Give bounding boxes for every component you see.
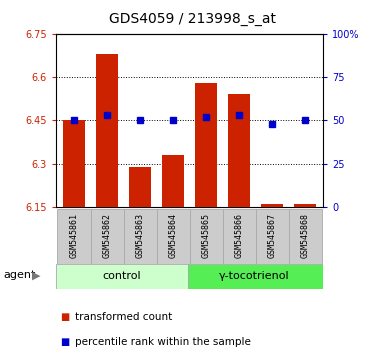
Text: GSM545866: GSM545866 [235,213,244,258]
Text: ■: ■ [60,312,69,322]
Bar [56,264,188,289]
Bar [63,120,85,207]
Text: GSM545865: GSM545865 [202,213,211,258]
Bar [190,209,223,264]
Text: GSM545867: GSM545867 [268,213,277,258]
Bar [90,209,124,264]
Bar [162,155,184,207]
Bar [295,204,316,207]
Text: transformed count: transformed count [75,312,172,322]
Text: ■: ■ [60,337,69,347]
Text: agent: agent [4,270,36,280]
Bar [96,54,118,207]
Text: GSM545861: GSM545861 [70,213,79,258]
Bar [289,209,322,264]
Bar [256,209,289,264]
Text: γ-tocotrienol: γ-tocotrienol [219,271,290,281]
Bar [228,94,250,207]
Text: GSM545864: GSM545864 [169,213,177,258]
Text: GDS4059 / 213998_s_at: GDS4059 / 213998_s_at [109,12,276,27]
Text: GSM545863: GSM545863 [136,213,144,258]
Text: ▶: ▶ [32,270,40,280]
Text: control: control [102,271,141,281]
Bar [223,209,256,264]
Bar [261,204,283,207]
Text: percentile rank within the sample: percentile rank within the sample [75,337,251,347]
Text: GSM545862: GSM545862 [102,213,112,258]
Bar [124,209,157,264]
Bar [129,167,151,207]
Bar [196,83,217,207]
Bar [157,209,190,264]
Bar [188,264,323,289]
Text: GSM545868: GSM545868 [301,213,310,258]
Bar [57,209,90,264]
